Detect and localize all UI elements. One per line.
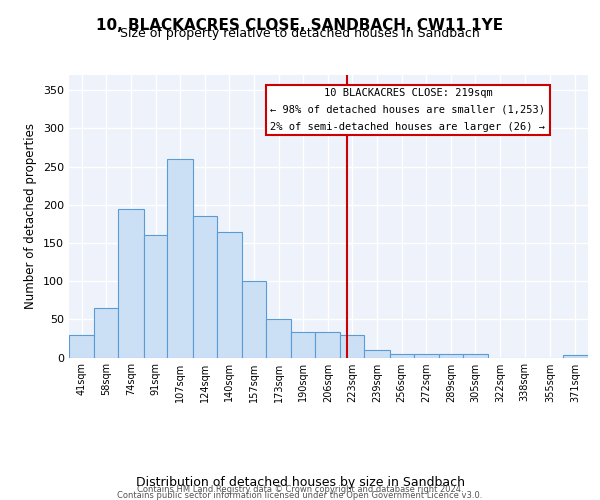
Bar bbox=[143, 236, 167, 358]
Bar bbox=[340, 336, 364, 357]
Bar bbox=[167, 159, 193, 358]
Bar bbox=[291, 332, 315, 357]
Bar bbox=[364, 350, 389, 358]
Text: Contains public sector information licensed under the Open Government Licence v3: Contains public sector information licen… bbox=[118, 490, 482, 500]
Bar bbox=[413, 354, 439, 358]
Text: 10, BLACKACRES CLOSE, SANDBACH, CW11 1YE: 10, BLACKACRES CLOSE, SANDBACH, CW11 1YE bbox=[97, 18, 503, 32]
Text: Contains HM Land Registry data © Crown copyright and database right 2024.: Contains HM Land Registry data © Crown c… bbox=[137, 484, 463, 494]
Bar bbox=[242, 281, 266, 357]
Bar bbox=[193, 216, 217, 358]
Bar bbox=[94, 308, 118, 358]
Bar bbox=[315, 332, 340, 357]
Bar bbox=[266, 320, 291, 358]
Bar bbox=[563, 355, 588, 358]
Y-axis label: Number of detached properties: Number of detached properties bbox=[25, 123, 37, 309]
Bar bbox=[217, 232, 242, 358]
Bar bbox=[463, 354, 488, 358]
Text: Distribution of detached houses by size in Sandbach: Distribution of detached houses by size … bbox=[136, 476, 464, 489]
Text: Size of property relative to detached houses in Sandbach: Size of property relative to detached ho… bbox=[120, 28, 480, 40]
Bar bbox=[439, 354, 463, 358]
Bar bbox=[69, 334, 94, 357]
Bar bbox=[118, 208, 143, 358]
Text: 10 BLACKACRES CLOSE: 219sqm
← 98% of detached houses are smaller (1,253)
2% of s: 10 BLACKACRES CLOSE: 219sqm ← 98% of det… bbox=[271, 88, 545, 132]
Bar bbox=[389, 354, 413, 358]
